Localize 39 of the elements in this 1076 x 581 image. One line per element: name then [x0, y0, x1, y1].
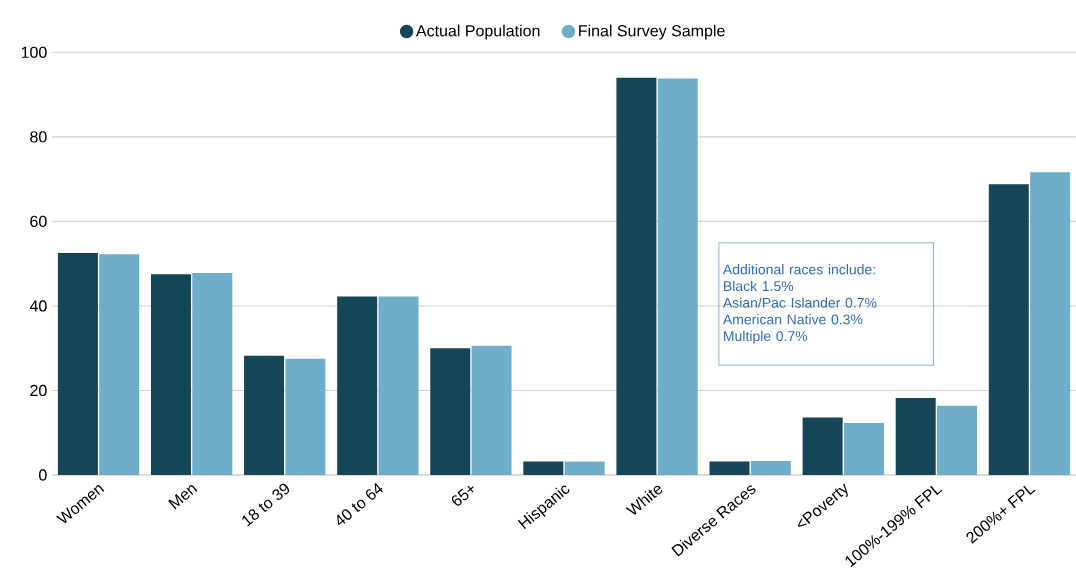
- annotation: Additional races include:: [722, 264, 875, 275]
- y-tick-label: 100: [21, 46, 47, 58]
- bar: [802, 417, 843, 475]
- y-tick-label: 0: [39, 469, 47, 481]
- bar: [523, 461, 564, 475]
- bar: [471, 345, 512, 475]
- x-tick-label: 40 to 64: [337, 483, 383, 526]
- bar: [937, 405, 978, 475]
- annotation: Multiple 0.7%: [724, 330, 808, 344]
- annotation: American Native 0.3%: [722, 314, 863, 325]
- y-tick-label: 40: [29, 300, 47, 312]
- bar: [430, 348, 471, 475]
- y-tick-label: 60: [30, 215, 47, 228]
- bar: [1030, 172, 1071, 475]
- bar: [988, 184, 1029, 475]
- x-tick-label: 18 to 39: [242, 483, 290, 527]
- y-tick-label: 80: [30, 131, 47, 143]
- bar: [378, 296, 419, 475]
- annotation: Black 1.5%: [724, 280, 794, 292]
- bar: [843, 423, 884, 475]
- bar: [657, 78, 698, 475]
- x-tick-label: Men: [168, 485, 198, 510]
- y-tick-label: 20: [30, 384, 47, 397]
- legend-label: Actual Population: [415, 24, 540, 40]
- bar: [616, 77, 657, 475]
- bar: [285, 358, 326, 475]
- bar: [564, 461, 605, 475]
- legend-label: Final Survey Sample: [579, 24, 725, 40]
- bar: [244, 355, 285, 475]
- x-tick-label: 65+: [451, 485, 474, 506]
- bar: [895, 398, 936, 475]
- annotation: Asian/Pac Islander 0.7%: [722, 297, 877, 308]
- bar: [99, 254, 140, 475]
- bar: [709, 461, 750, 475]
- bar: [337, 296, 378, 475]
- bar: [57, 253, 98, 475]
- bar: [192, 272, 233, 475]
- bar: [150, 274, 191, 475]
- bar: [750, 461, 791, 475]
